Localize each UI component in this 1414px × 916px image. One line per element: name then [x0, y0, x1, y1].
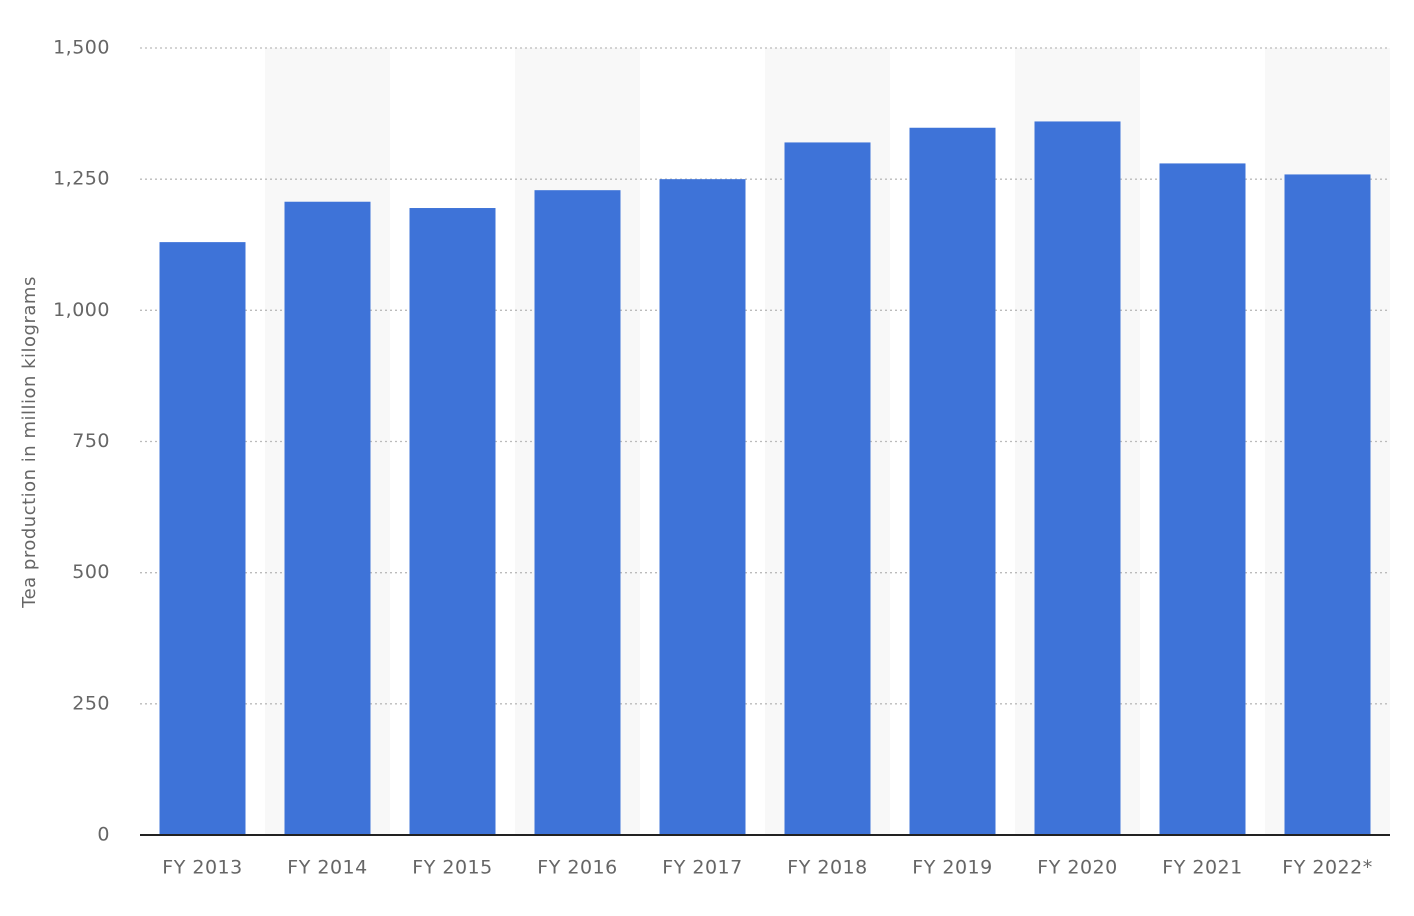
x-tick-label: FY 2014 [287, 857, 367, 879]
y-tick-label: 750 [72, 430, 110, 452]
y-axis-title: Tea production in million kilograms [19, 276, 40, 609]
bar [284, 201, 371, 835]
x-tick-label: FY 2015 [412, 857, 492, 879]
x-tick-label: FY 2017 [662, 857, 742, 879]
bar [1159, 163, 1246, 836]
x-tick-label: FY 2019 [912, 857, 992, 879]
x-tick-label: FY 2021 [1162, 857, 1242, 879]
bar [409, 208, 496, 836]
bar [784, 142, 871, 835]
bar [659, 179, 746, 835]
bar [534, 190, 621, 835]
y-tick-label: 0 [97, 824, 110, 846]
y-tick-label: 1,500 [53, 37, 110, 59]
y-tick-label: 1,250 [53, 168, 110, 190]
x-tick-label: FY 2013 [162, 857, 242, 879]
x-tick-label: FY 2022* [1282, 857, 1372, 879]
x-tick-label: FY 2018 [787, 857, 867, 879]
bar [159, 242, 246, 836]
bar [1034, 121, 1121, 836]
x-tick-label: FY 2020 [1037, 857, 1117, 879]
y-tick-label: 250 [72, 692, 110, 714]
x-tick-label: FY 2016 [537, 857, 617, 879]
y-tick-label: 1,000 [53, 299, 110, 321]
bar [1284, 174, 1371, 835]
y-tick-label: 500 [72, 561, 110, 583]
bar [909, 127, 996, 836]
